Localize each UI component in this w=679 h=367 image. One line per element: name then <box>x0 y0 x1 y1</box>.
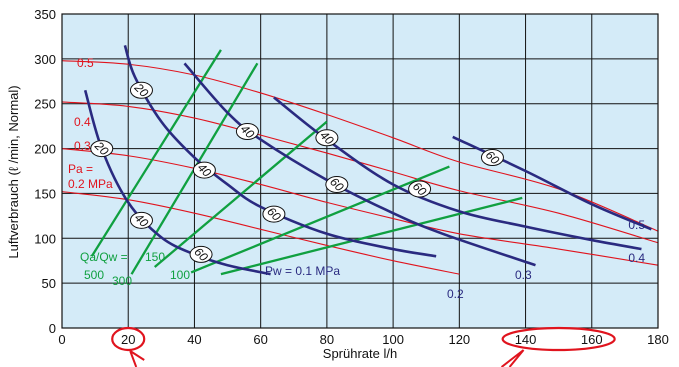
x-tick-label: 160 <box>581 332 603 347</box>
ratio-label-100: 100 <box>170 268 190 282</box>
pw-mark-ellipse <box>129 81 153 99</box>
pa-label-prefix: Pa = <box>68 162 93 176</box>
pw-mark-ellipse <box>325 175 349 193</box>
y-tick-label: 300 <box>34 52 56 67</box>
pw-label-0.5: 0.5 <box>628 218 645 232</box>
pw-mark-ellipse <box>480 149 504 167</box>
grid-lines <box>62 14 658 328</box>
highlight-ellipse-20 <box>111 326 146 352</box>
x-tick-label: 0 <box>58 332 65 347</box>
ratio-label-150: 150 <box>145 250 165 264</box>
x-tick-label: 80 <box>320 332 334 347</box>
ratio-label-500: 500 <box>84 268 104 282</box>
x-tick-label: 180 <box>647 332 669 347</box>
pw-label-0.4: 0.4 <box>628 251 645 265</box>
pw-mark-ellipse <box>129 211 153 229</box>
x-tick-label: 20 <box>121 332 135 347</box>
pa-label-0.2: 0.2 MPa <box>68 177 113 191</box>
pw-mark-ellipse <box>192 161 216 179</box>
x-tick-label: 140 <box>515 332 537 347</box>
x-tick-label: 40 <box>187 332 201 347</box>
plot-background <box>62 14 658 328</box>
pa-label-0.4: 0.4 <box>74 115 91 129</box>
y-tick-label: 100 <box>34 231 56 246</box>
y-tick-label: 150 <box>34 186 56 201</box>
highlight-marks <box>111 326 616 367</box>
y-tick-label: 50 <box>42 276 56 291</box>
pa-label-0.5: 0.5 <box>77 56 94 70</box>
pw-label-0.1: Pw = 0.1 MPa <box>265 264 340 278</box>
y-axis-title: Luftverbrauch (ℓ /min, Normal) <box>6 85 21 258</box>
pw-mark-ellipse <box>235 123 259 141</box>
y-tick-label: 250 <box>34 97 56 112</box>
x-tick-label: 120 <box>448 332 470 347</box>
tick-labels: 0 20 40 60 80 100 120 140 160 180 0 50 100 150 200 250 3… <box>34 7 669 347</box>
pw-label-0.3: 0.3 <box>515 268 532 282</box>
y-tick-label: 350 <box>34 7 56 22</box>
pw-label-0.2: 0.2 <box>447 287 464 301</box>
x-tick-label: 100 <box>382 332 404 347</box>
ratio-label-prefix: Qa/Qw = <box>80 250 128 264</box>
x-tick-label: 60 <box>253 332 267 347</box>
pw-mark-ellipse <box>315 129 339 147</box>
ratio-line-100 <box>190 165 450 274</box>
ratio-line-500 <box>90 49 222 257</box>
pw-line-0.3 <box>183 62 536 267</box>
plot-frame <box>61 13 659 329</box>
series-labels: 0.5 0.4 0.3 Pa =0.2 MPa Pw = 0.1 MPa 0.2 0.3 0.… <box>68 56 645 301</box>
ratio-line-extra-4 <box>220 196 523 276</box>
pw-mark-ellipse <box>189 245 213 263</box>
y-tick-label: 200 <box>34 142 56 157</box>
pw-mark-ellipse <box>262 205 286 223</box>
x-axis-title: Sprührate l/h <box>323 346 397 361</box>
pa-label-0.3: 0.3 <box>74 139 91 153</box>
pw-mark-ellipse <box>408 180 432 198</box>
pw-mark-ellipse <box>90 140 114 158</box>
pa-line-0.5 <box>61 60 659 232</box>
y-tick-label: 0 <box>49 321 56 336</box>
pointer-arrow-20 <box>129 350 145 367</box>
ratio-label-300: 300 <box>112 274 132 288</box>
highlight-ellipse-140-160 <box>501 326 616 352</box>
pointer-arrow-140 <box>500 349 525 367</box>
